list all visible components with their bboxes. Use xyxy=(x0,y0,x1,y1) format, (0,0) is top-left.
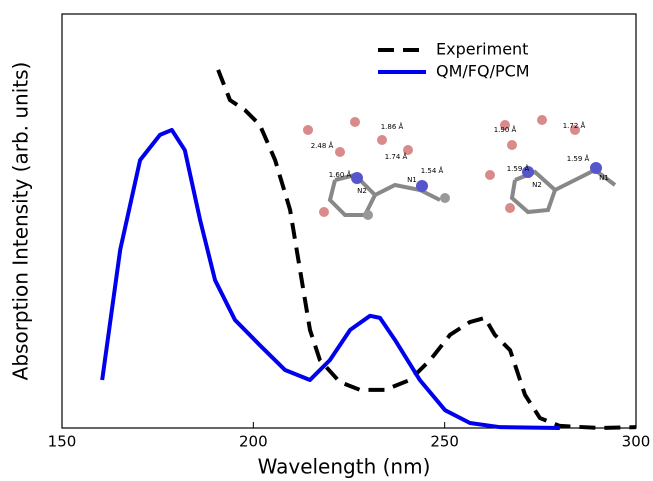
annotation: N2 xyxy=(532,181,542,189)
chart: Wavelength (nm) Absorption Intensity (ar… xyxy=(0,0,653,481)
x-tick-label: 150 xyxy=(48,433,77,451)
x-tick-label: 200 xyxy=(239,433,268,451)
legend-label: QM/FQ/PCM xyxy=(436,62,530,81)
annotation: 1.86 Å xyxy=(381,122,404,131)
legend-label: Experiment xyxy=(436,40,528,59)
annotation: 1.74 Å xyxy=(385,152,408,161)
x-tick-label: 300 xyxy=(622,433,651,451)
annotation: 1.90 Å xyxy=(494,125,517,134)
annotation: 1.72 Å xyxy=(563,121,586,130)
annotation: 1.60 Å xyxy=(329,170,352,179)
x-tick-label: 250 xyxy=(430,433,459,451)
annotation: N1 xyxy=(407,176,417,184)
annotation: 1.59 Å xyxy=(567,154,590,163)
annotation: N1 xyxy=(599,174,609,182)
x-axis-label: Wavelength (nm) xyxy=(258,455,431,479)
plot-frame xyxy=(62,14,636,428)
annotation: 2.48 Å xyxy=(311,141,334,150)
y-axis-label: Absorption Intensity (arb. units) xyxy=(9,62,33,381)
annotation: N2 xyxy=(357,187,367,195)
annotation: 1.59 Å xyxy=(507,164,530,173)
annotation: 1.54 Å xyxy=(421,166,444,175)
